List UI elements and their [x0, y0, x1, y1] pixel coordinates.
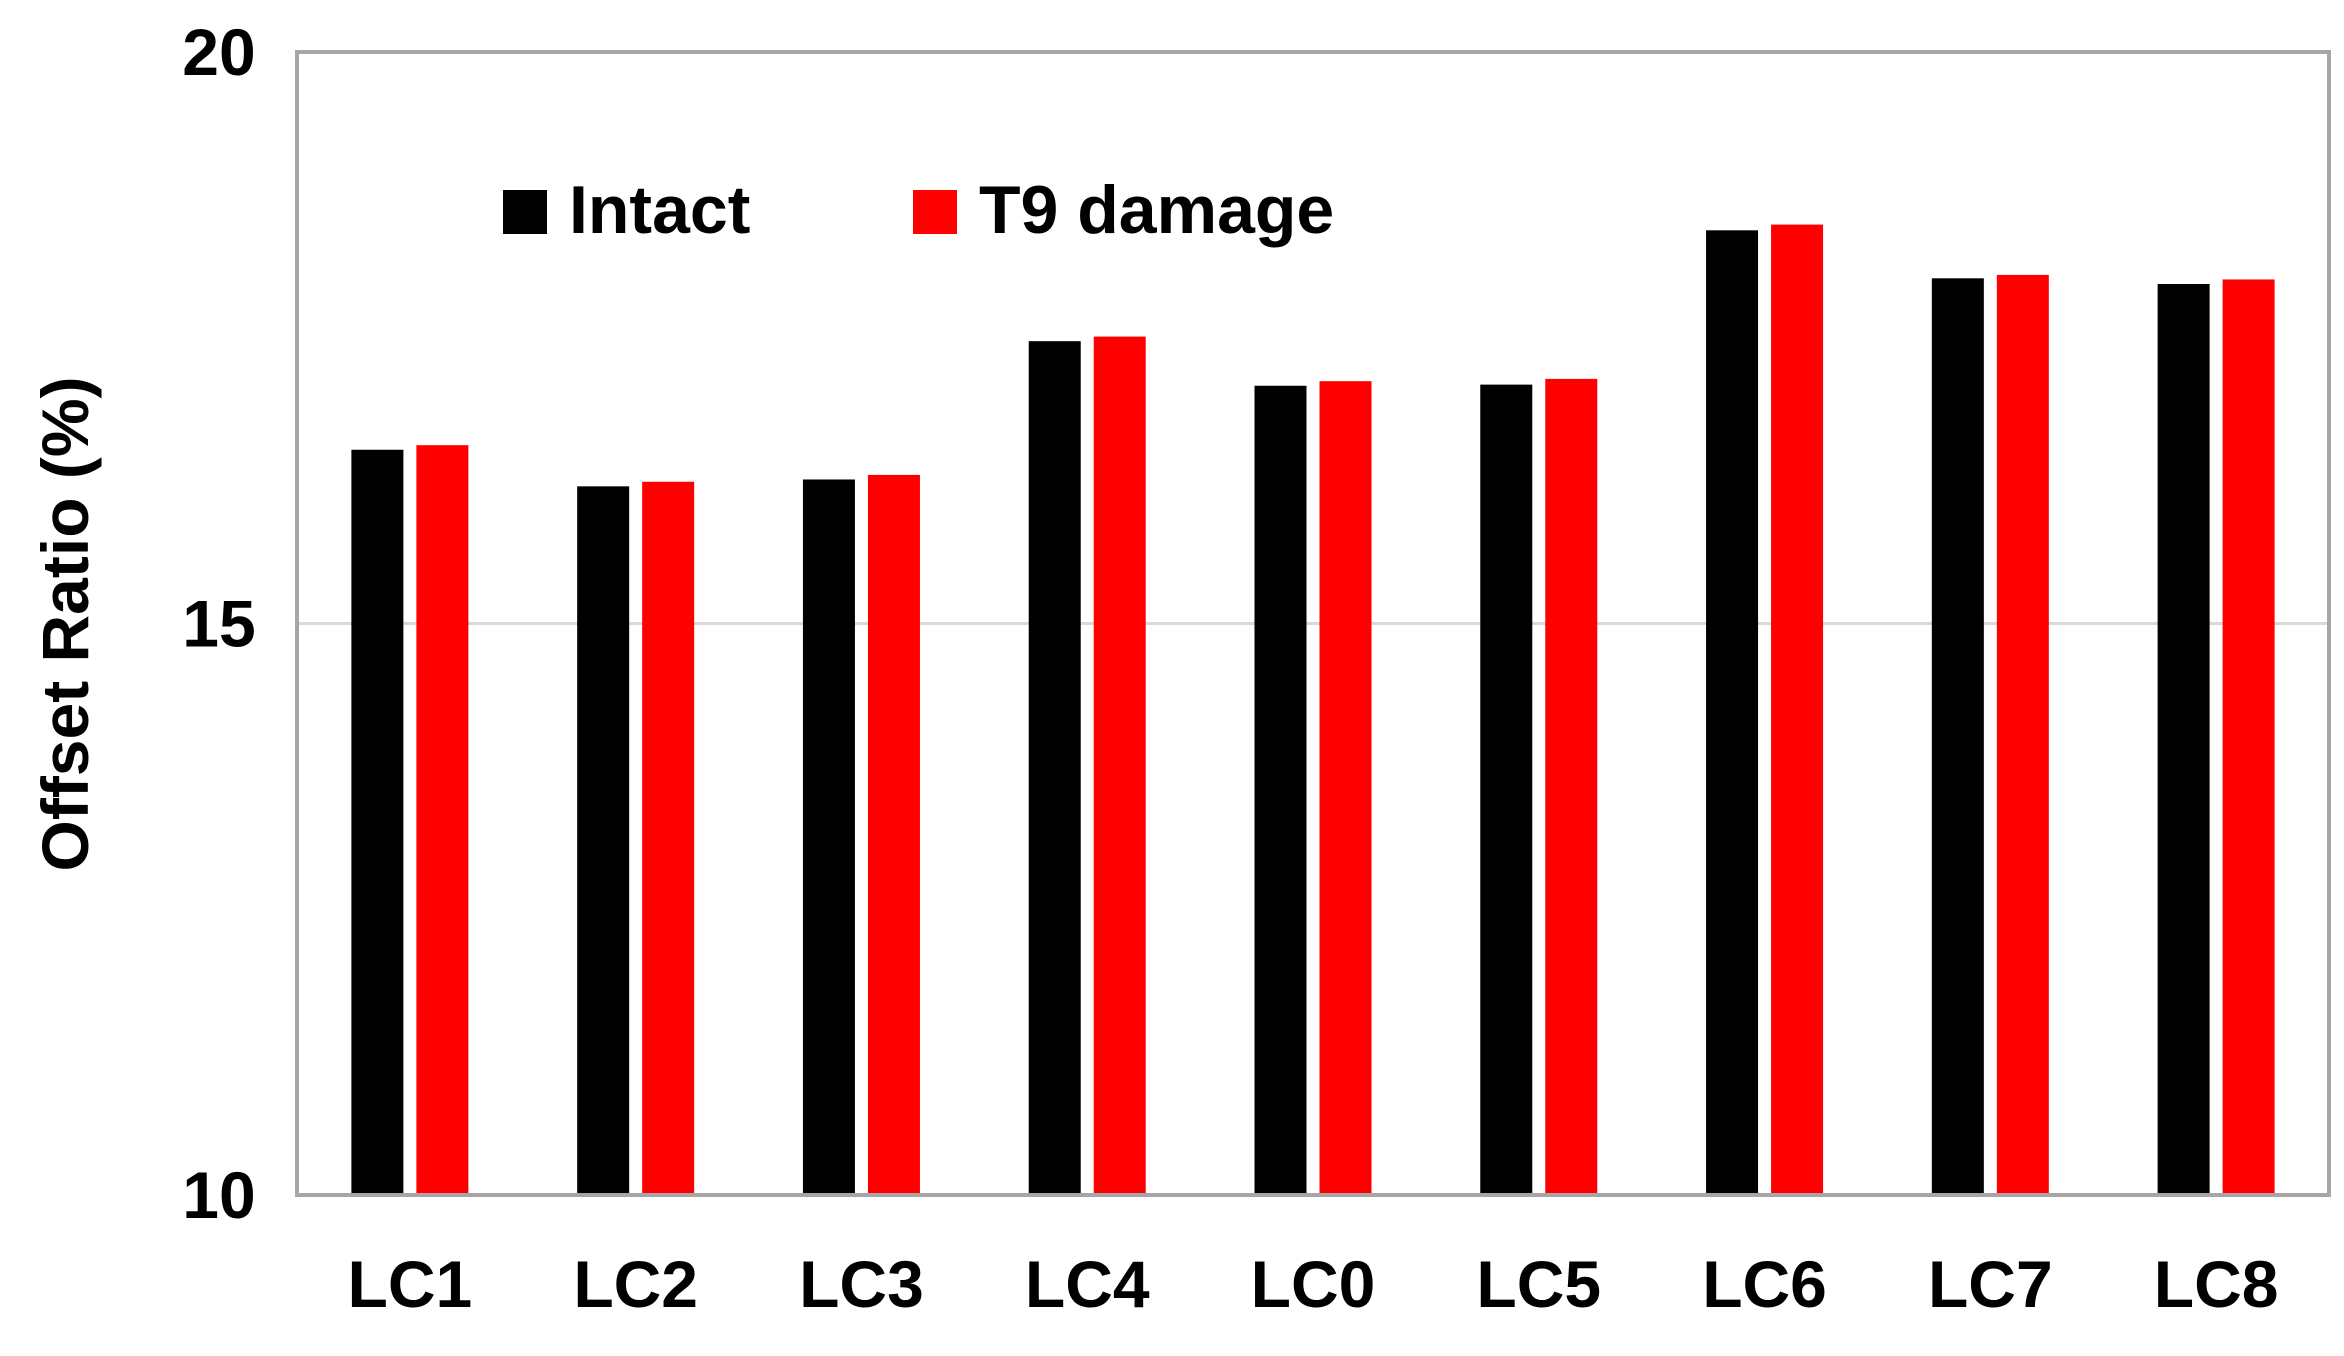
x-axis-ticks: LC1 LC2 LC3 LC4 LC0 LC5 LC6 LC7 LC8 — [348, 1247, 2279, 1321]
legend-swatch-t9-damage — [913, 190, 957, 234]
x-tick-label: LC1 — [348, 1247, 473, 1321]
x-tick-label: LC2 — [573, 1247, 698, 1321]
x-tick-label: LC6 — [1702, 1247, 1827, 1321]
x-tick-label: LC5 — [1476, 1247, 1601, 1321]
bar-lc4-t9-damage — [1093, 336, 1146, 1195]
legend: Intact T9 damage — [503, 172, 1334, 248]
y-tick-label: 10 — [182, 1158, 255, 1232]
x-tick-label: LC8 — [2154, 1247, 2279, 1321]
bar-lc1-t9-damage — [416, 445, 469, 1195]
bar-lc3-intact — [802, 479, 855, 1195]
bar-lc7-intact — [1931, 278, 1984, 1196]
bar-lc3-t9-damage — [867, 474, 920, 1195]
plot-area-frame — [295, 50, 2331, 1197]
y-tick-label: 15 — [182, 587, 255, 661]
y-axis-title: Offset Ratio (%) — [28, 377, 102, 872]
x-tick-label: LC7 — [1928, 1247, 2053, 1321]
bar-lc1-intact — [351, 449, 404, 1195]
y-tick-label: 20 — [182, 15, 255, 89]
bar-lc0-intact — [1254, 385, 1307, 1196]
bar-lc6-intact — [1706, 230, 1759, 1196]
x-tick-label: LC3 — [799, 1247, 924, 1321]
x-tick-label: LC4 — [1025, 1247, 1150, 1321]
bar-lc0-t9-damage — [1319, 381, 1372, 1196]
bar-lc8-intact — [2157, 284, 2210, 1195]
bar-lc4-intact — [1028, 341, 1081, 1196]
bar-lc8-t9-damage — [2222, 279, 2275, 1195]
bar-lc2-intact — [577, 486, 630, 1196]
bar-lc6-t9-damage — [1771, 224, 1824, 1195]
bar-lc5-t9-damage — [1545, 378, 1598, 1195]
bar-lc7-t9-damage — [1996, 274, 2049, 1195]
legend-swatch-intact — [503, 190, 547, 234]
bar-lc2-t9-damage — [642, 481, 695, 1195]
y-axis-ticks: 10 15 20 — [182, 15, 255, 1232]
bar-lc5-intact — [1480, 384, 1533, 1195]
legend-label: T9 damage — [979, 172, 1334, 248]
x-tick-label: LC0 — [1251, 1247, 1376, 1321]
legend-label: Intact — [569, 172, 750, 248]
bars — [351, 224, 2275, 1196]
